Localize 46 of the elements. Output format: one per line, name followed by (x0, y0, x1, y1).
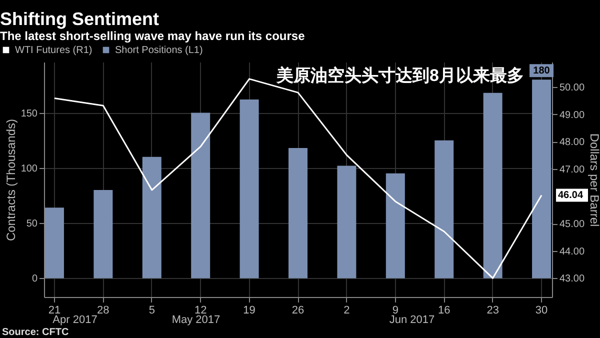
bar (240, 100, 259, 278)
annotation: 美原油空头头寸达到8月以来最多 (276, 66, 524, 85)
y2-tick-label: 50.00 (560, 82, 585, 94)
bar (532, 80, 552, 278)
bar (483, 92, 502, 278)
chart-title: Shifting Sentiment (0, 9, 159, 29)
legend-label: WTI Futures (R1) (15, 45, 92, 56)
bar (288, 148, 308, 278)
x-tick-label: 21 (48, 304, 61, 316)
x-tick-label: 23 (486, 304, 499, 316)
y2-tick-label: 45.00 (560, 219, 585, 230)
x-tick-label: 2 (344, 304, 350, 316)
chart-subtitle: The latest short-selling wave may have run its course (0, 29, 306, 43)
x-tick-label: 19 (243, 304, 256, 316)
x-tick-label: 26 (292, 304, 304, 316)
x-tick-label: 16 (438, 304, 450, 316)
y2-tick-label: 48.00 (560, 137, 585, 148)
y-tick-label: 150 (20, 108, 38, 120)
x-tick-label: 28 (97, 304, 110, 316)
source-note: Source: CFTC (2, 327, 69, 338)
y-tick-label: 0 (32, 274, 38, 285)
y2-axis-title: Dollars per Barrel (588, 133, 600, 227)
bar (386, 173, 405, 278)
text: May 2017 (172, 314, 220, 326)
bar (337, 166, 356, 278)
bar (44, 208, 64, 278)
bar (191, 112, 210, 278)
legend-label: Short Positions (L1) (115, 45, 203, 56)
text: Apr 2017 (52, 314, 98, 326)
text: Jun 2017 (389, 314, 435, 326)
x-tick-label: 30 (535, 304, 548, 316)
y2-tick-label: 47.00 (560, 164, 585, 176)
x-tick-label: 12 (194, 304, 207, 316)
y2-tick-label: 44.00 (560, 246, 585, 258)
data-label: 46.04 (558, 190, 584, 202)
data-label: 180 (533, 66, 550, 77)
x-tick-label: 5 (148, 304, 155, 316)
x-tick-label: 9 (392, 304, 398, 316)
bar (434, 140, 454, 278)
y-axis-title: Contracts (Thousands) (4, 118, 18, 242)
y-tick-label: 50 (26, 218, 38, 230)
bar (94, 190, 113, 278)
y-tick-label: 100 (20, 163, 38, 174)
y2-tick-label: 49.00 (560, 110, 585, 121)
bar (142, 156, 162, 278)
y2-tick-label: 43.00 (560, 274, 585, 285)
